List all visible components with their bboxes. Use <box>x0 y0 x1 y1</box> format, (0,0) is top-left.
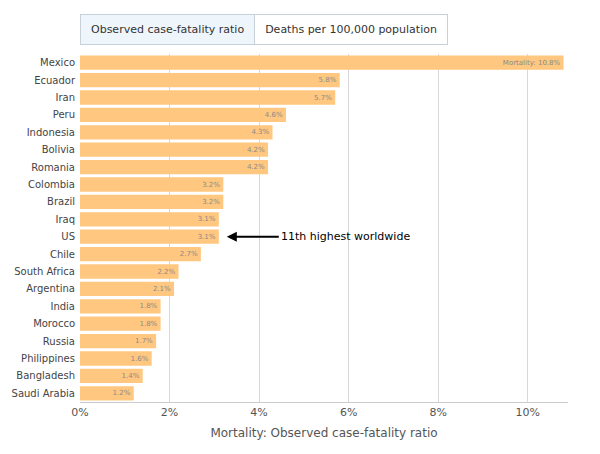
svg-text:Iraq: Iraq <box>55 214 75 225</box>
svg-text:Brazil: Brazil <box>47 196 75 207</box>
svg-text:Iran: Iran <box>55 92 75 103</box>
svg-text:5.7%: 5.7% <box>314 94 332 102</box>
svg-text:4.3%: 4.3% <box>251 128 269 136</box>
svg-text:Saudi Arabia: Saudi Arabia <box>12 388 75 399</box>
svg-text:1.6%: 1.6% <box>130 355 148 363</box>
svg-text:3.1%: 3.1% <box>198 215 216 223</box>
svg-text:2.7%: 2.7% <box>180 250 198 258</box>
svg-text:3.2%: 3.2% <box>202 181 220 189</box>
svg-text:South Africa: South Africa <box>14 266 75 277</box>
html-text:Deaths per 100,000 population: Deaths per 100,000 population <box>265 23 437 36</box>
svg-text:2.2%: 2.2% <box>157 268 175 276</box>
svg-text:4.2%: 4.2% <box>247 163 265 171</box>
svg-text:India: India <box>50 301 75 312</box>
svg-text:10%: 10% <box>515 406 539 419</box>
svg-text:Russia: Russia <box>43 336 75 347</box>
svg-text:US: US <box>61 231 75 242</box>
svg-text:Mexico: Mexico <box>40 57 75 68</box>
svg-text:11th highest worldwide: 11th highest worldwide <box>281 230 410 243</box>
svg-text:1.7%: 1.7% <box>135 337 153 345</box>
svg-text:3.1%: 3.1% <box>198 233 216 241</box>
svg-text:Argentina: Argentina <box>26 283 75 294</box>
svg-text:4.2%: 4.2% <box>247 146 265 154</box>
svg-text:6%: 6% <box>340 406 357 419</box>
svg-text:Colombia: Colombia <box>28 179 75 190</box>
svg-text:3.2%: 3.2% <box>202 198 220 206</box>
svg-text:Peru: Peru <box>53 109 75 120</box>
svg-text:Ecuador: Ecuador <box>34 75 76 86</box>
svg-text:Bangladesh: Bangladesh <box>16 370 75 381</box>
svg-text:1.8%: 1.8% <box>139 320 157 328</box>
svg-text:Chile: Chile <box>50 249 75 260</box>
svg-text:1.4%: 1.4% <box>122 372 140 380</box>
svg-text:2%: 2% <box>161 406 178 419</box>
svg-text:Morocco: Morocco <box>33 318 75 329</box>
svg-text:Mortality: Observed case-fatal: Mortality: Observed case-fatality ratio <box>210 426 437 440</box>
svg-text:4.6%: 4.6% <box>265 111 283 119</box>
svg-text:Romania: Romania <box>31 162 75 173</box>
svg-text:8%: 8% <box>429 406 446 419</box>
svg-text:2.1%: 2.1% <box>153 285 171 293</box>
svg-text:5.8%: 5.8% <box>319 76 337 84</box>
svg-text:1.8%: 1.8% <box>139 302 157 310</box>
svg-text:Mortality: 10.8%: Mortality: 10.8% <box>503 59 561 67</box>
svg-text:Indonesia: Indonesia <box>27 127 75 138</box>
svg-text:Bolivia: Bolivia <box>42 144 75 155</box>
svg-text:4%: 4% <box>250 406 267 419</box>
svg-text:1.2%: 1.2% <box>113 389 131 397</box>
svg-text:0%: 0% <box>71 406 88 419</box>
html-text:Observed case-fatality ratio: Observed case-fatality ratio <box>91 23 245 36</box>
svg-text:Philippines: Philippines <box>21 353 75 364</box>
